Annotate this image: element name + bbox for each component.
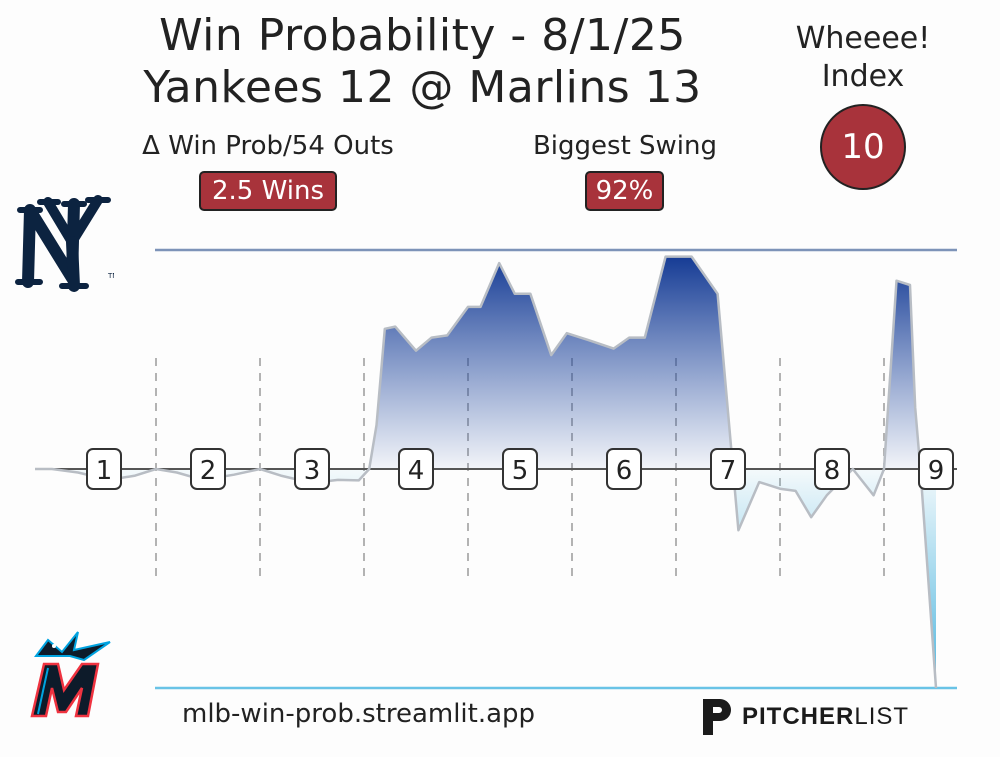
brand-text-light: LIST	[854, 703, 910, 730]
stat-win-prob-badge: 2.5 Wins	[199, 171, 337, 211]
wheee-index-label: Wheeee! Index	[770, 20, 956, 96]
inning-labels: 1 2 3 4 5 6 7 8 9	[86, 448, 954, 490]
wheee-index-value: 10	[841, 127, 885, 167]
stat-biggest-swing-label: Biggest Swing	[532, 131, 718, 161]
inning-label: 9	[918, 448, 954, 490]
inning-label: 5	[502, 448, 538, 490]
svg-text:2: 2	[200, 456, 217, 486]
win-probability-line	[35, 255, 938, 689]
inning-label: 3	[294, 448, 330, 490]
yankees-win-area	[35, 256, 936, 469]
svg-text:TM: TM	[107, 272, 114, 280]
pitcherlist-logo-icon	[703, 699, 731, 735]
stat-biggest-swing-badge: 92%	[585, 171, 664, 211]
svg-text:5: 5	[512, 456, 529, 486]
inning-label: 7	[710, 448, 746, 490]
inning-label: 2	[190, 448, 226, 490]
inning-label: 4	[398, 448, 434, 490]
inning-label: 6	[606, 448, 642, 490]
stat-win-prob-value: 2.5 Wins	[212, 176, 324, 206]
svg-text:3: 3	[304, 456, 321, 486]
wheee-index-badge: 10	[820, 104, 906, 190]
inning-label: 8	[814, 448, 850, 490]
svg-text:6: 6	[616, 456, 633, 486]
pitcherlist-brand: PITCHERLIST	[700, 697, 909, 737]
chart-subtitle-score: Yankees 12 @ Marlins 13	[143, 62, 702, 113]
footer-url: mlb-win-prob.streamlit.app	[182, 699, 536, 729]
wheee-label-line2: Index	[821, 59, 905, 94]
stat-biggest-swing-value: 92%	[595, 176, 654, 206]
wheee-label-line1: Wheeee!	[795, 21, 931, 56]
inning-label: 1	[86, 448, 122, 490]
chart-title: Win Probability - 8/1/25	[159, 10, 686, 61]
yankees-logo-icon: TM	[15, 195, 114, 292]
svg-text:8: 8	[824, 456, 841, 486]
svg-text:1: 1	[96, 456, 113, 486]
marlins-logo-icon	[30, 631, 111, 718]
svg-text:7: 7	[720, 456, 737, 486]
svg-text:9: 9	[928, 456, 945, 486]
stat-win-prob-label: Δ Win Prob/54 Outs	[142, 131, 394, 161]
svg-text:4: 4	[408, 456, 425, 486]
brand-text-bold: PITCHER	[742, 703, 855, 730]
